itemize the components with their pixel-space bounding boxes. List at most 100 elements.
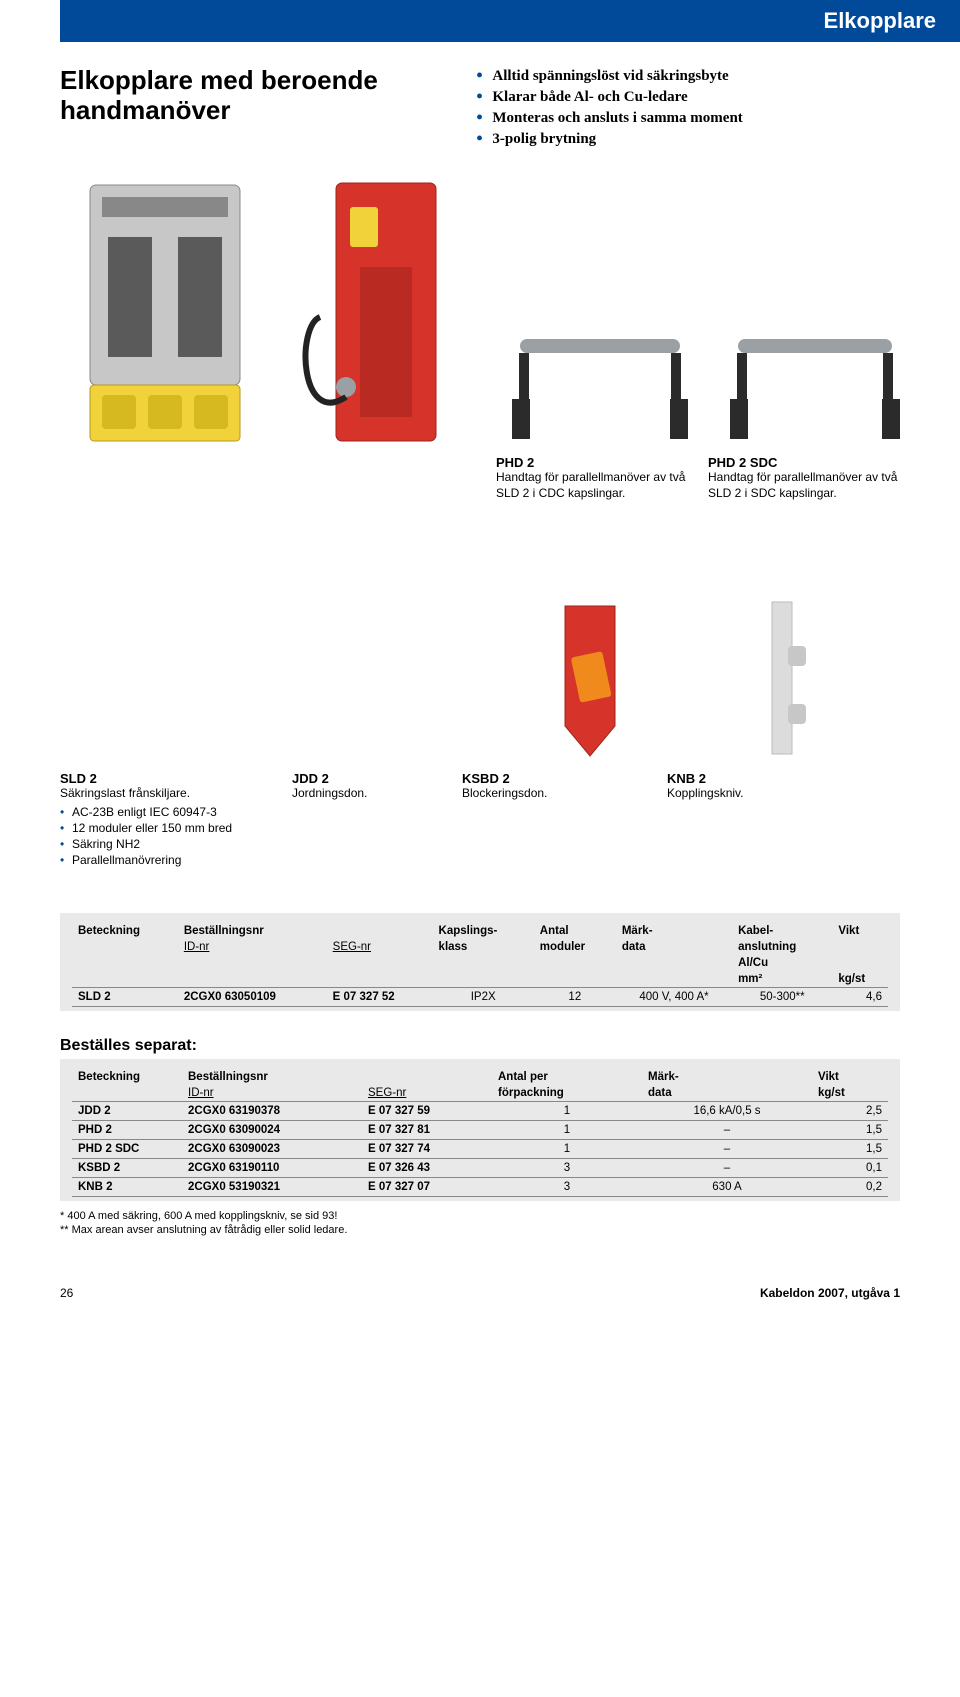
cell-segnr: E 07 327 59 xyxy=(362,1101,492,1120)
cell-beteckning: KNB 2 xyxy=(72,1177,182,1196)
th-idnr: ID-nr xyxy=(182,1085,362,1102)
cell-segnr: E 07 327 52 xyxy=(327,987,433,1006)
cell-vikt: 0,2 xyxy=(812,1177,888,1196)
th-vikt: Vikt xyxy=(832,923,888,939)
th-bestallningsnr: Beställningsnr xyxy=(178,923,327,939)
caption-text: Handtag för parallell­manöver av två SLD… xyxy=(496,470,688,501)
feature-bullet: Alltid spänningslöst vid säkringsbyte xyxy=(476,66,900,87)
cell-beteckning: PHD 2 SDC xyxy=(72,1139,182,1158)
caption-jdd2: JDD 2 Jordningsdon. xyxy=(292,771,442,868)
th-data: data xyxy=(642,1085,812,1102)
caption-title: PHD 2 xyxy=(496,455,688,470)
th-alcu: Al/Cu xyxy=(732,955,832,971)
caption-bullets: AC-23B enligt IEC 60947-3 12 moduler ell… xyxy=(60,804,272,869)
cell-idnr: 2CGX0 63090023 xyxy=(182,1139,362,1158)
th-beteckning: Beteckning xyxy=(72,1069,182,1085)
caption-title: SLD 2 xyxy=(60,771,272,786)
cell-segnr: E 07 327 07 xyxy=(362,1177,492,1196)
product-image-ksbd2 xyxy=(532,593,647,763)
th-kabel: Kabel- xyxy=(732,923,832,939)
cell-segnr: E 07 327 74 xyxy=(362,1139,492,1158)
product-image-sld2 xyxy=(60,174,270,449)
caption-sub: Säkringslast frånskiljare. xyxy=(60,786,272,802)
table-row: SLD 2 2CGX0 63050109 E 07 327 52 IP2X 12… xyxy=(72,987,888,1006)
doc-ref: Kabeldon 2007, utgåva 1 xyxy=(760,1286,900,1300)
feature-bullet: Monteras och ansluts i samma moment xyxy=(476,108,900,129)
th-vikt: Vikt xyxy=(812,1069,888,1085)
cell-antal: 3 xyxy=(492,1158,642,1177)
th-antal: Antal xyxy=(534,923,616,939)
footnote-2: ** Max arean avser anslutning av fåtrådi… xyxy=(60,1223,900,1238)
th-mark: Märk- xyxy=(642,1069,812,1085)
cell-antal: 1 xyxy=(492,1139,642,1158)
caption-sub: Jordningsdon. xyxy=(292,786,442,802)
header-title: Elkopplare xyxy=(60,0,960,42)
caption-row-upper: PHD 2 Handtag för parallell­manöver av t… xyxy=(496,455,900,501)
th-kapslings: Kapslings- xyxy=(433,923,534,939)
cell-vikt: 4,6 xyxy=(832,987,888,1006)
cell-beteckning: SLD 2 xyxy=(72,987,178,1006)
th-mark: Märk- xyxy=(616,923,732,939)
cell-vikt: 2,5 xyxy=(812,1101,888,1120)
caption-bullet: Parallellmanövrering xyxy=(60,852,272,868)
cell-beteckning: JDD 2 xyxy=(72,1101,182,1120)
cell-idnr: 2CGX0 63190378 xyxy=(182,1101,362,1120)
caption-ksbd2: KSBD 2 Blockeringsdon. xyxy=(462,771,647,868)
feature-bullets: Alltid spänningslöst vid säkringsbyte Kl… xyxy=(476,66,900,150)
footnotes: * 400 A med säkring, 600 A med kopplings… xyxy=(60,1209,900,1239)
caption-title: PHD 2 SDC xyxy=(708,455,900,470)
cell-beteckning: KSBD 2 xyxy=(72,1158,182,1177)
intro-row: Elkopplare med beroende handmanöver Allt… xyxy=(60,66,900,150)
caption-sub: Blockeringsdon. xyxy=(462,786,647,802)
footnote-1: * 400 A med säkring, 600 A med kopplings… xyxy=(60,1209,900,1224)
th-segnr: SEG-nr xyxy=(362,1085,492,1102)
header-bar: Elkopplare xyxy=(0,0,960,42)
caption-text: Handtag för parallell­manöver av två SLD… xyxy=(708,470,900,501)
cell-mark: 16,6 kA/0,5 s xyxy=(642,1101,812,1120)
caption-bullet: AC-23B enligt IEC 60947-3 xyxy=(60,804,272,820)
cell-segnr: E 07 327 81 xyxy=(362,1120,492,1139)
caption-sub: Kopplingskniv. xyxy=(667,786,837,802)
table-row: KNB 22CGX0 53190321E 07 327 073630 A0,2 xyxy=(72,1177,888,1196)
data-table-2: Beteckning Beställningsnr Antal per Märk… xyxy=(60,1059,900,1201)
footer: 26 Kabeldon 2007, utgåva 1 xyxy=(0,1238,960,1318)
caption-sld2: SLD 2 Säkringslast frånskiljare. AC-23B … xyxy=(60,771,272,868)
caption-title: JDD 2 xyxy=(292,771,442,786)
product-image-spacer xyxy=(292,541,442,763)
heading-line2: handmanöver xyxy=(60,95,231,125)
th-moduler: moduler xyxy=(534,939,616,955)
cell-vikt: 0,1 xyxy=(812,1158,888,1177)
caption-row-lower: SLD 2 Säkringslast frånskiljare. AC-23B … xyxy=(60,771,900,868)
page-number: 26 xyxy=(60,1286,73,1300)
th-bestallningsnr: Beställningsnr xyxy=(182,1069,362,1085)
heading-line1: Elkopplare med beroende xyxy=(60,65,378,95)
caption-phd2sdc: PHD 2 SDC Handtag för parallell­manöver … xyxy=(708,455,900,501)
product-image-phd2 xyxy=(500,319,700,449)
product-row-2 xyxy=(60,541,900,763)
cell-mark: – xyxy=(642,1120,812,1139)
main-content: Elkopplare med beroende handmanöver Allt… xyxy=(0,42,960,1238)
cell-antal: 1 xyxy=(492,1120,642,1139)
caption-title: KSBD 2 xyxy=(462,771,647,786)
caption-bullet: Säkring NH2 xyxy=(60,836,272,852)
cell-vikt: 1,5 xyxy=(812,1139,888,1158)
cell-idnr: 2CGX0 63090024 xyxy=(182,1120,362,1139)
caption-bullet: 12 moduler eller 150 mm bred xyxy=(60,820,272,836)
caption-phd2: PHD 2 Handtag för parallell­manöver av t… xyxy=(496,455,688,501)
data-table-1: Beteckning Beställningsnr Kapslings- Ant… xyxy=(60,913,900,1011)
caption-title: KNB 2 xyxy=(667,771,837,786)
page: Elkopplare Elkopplare med beroende handm… xyxy=(0,0,960,1318)
cell-vikt: 1,5 xyxy=(812,1120,888,1139)
th-forpackning: förpackning xyxy=(492,1085,642,1102)
caption-knb2: KNB 2 Kopplingskniv. xyxy=(667,771,837,868)
feature-bullet: 3-polig brytning xyxy=(476,129,900,150)
th-data: data xyxy=(616,939,732,955)
cell-idnr: 2CGX0 53190321 xyxy=(182,1177,362,1196)
table-row: PHD 2 SDC2CGX0 63090023E 07 327 741–1,5 xyxy=(72,1139,888,1158)
th-kgst: kg/st xyxy=(812,1085,888,1102)
product-row-1 xyxy=(60,174,900,449)
th-antalper: Antal per xyxy=(492,1069,642,1085)
cell-mark: – xyxy=(642,1158,812,1177)
th-anslutning: anslutning xyxy=(732,939,832,955)
feature-bullet: Klarar både Al- och Cu-ledare xyxy=(476,87,900,108)
